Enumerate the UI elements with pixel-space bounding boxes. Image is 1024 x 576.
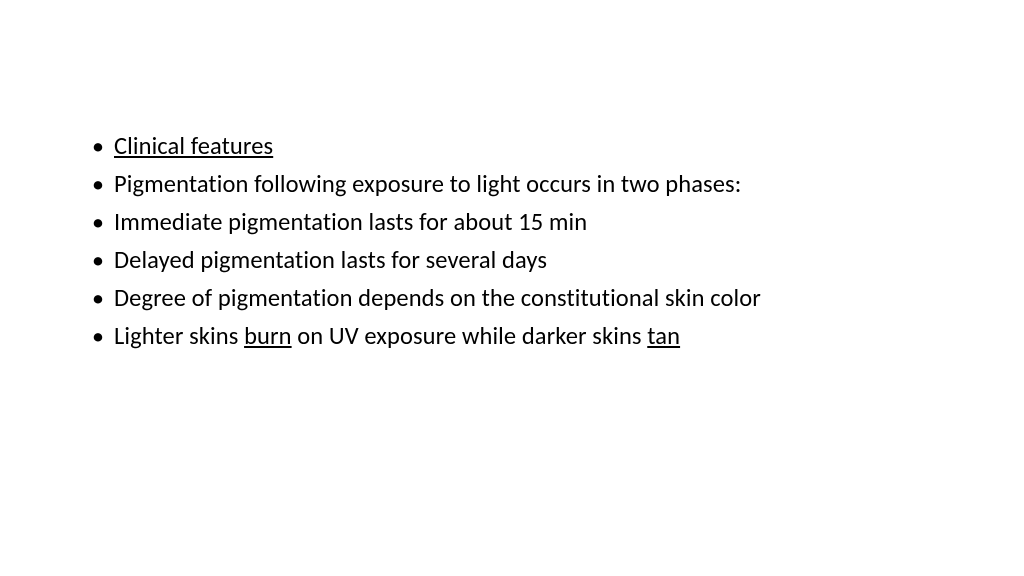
bullet-item: Lighter skins burn on UV exposure while … xyxy=(90,318,964,356)
slide-content: Clinical features Pigmentation following … xyxy=(0,0,1024,576)
text-segment: Degree of pigmentation depends on the co… xyxy=(114,283,761,313)
text-segment: Pigmentation following exposure to light… xyxy=(114,169,741,199)
text-segment: tan xyxy=(647,321,680,351)
bullet-item: Pigmentation following exposure to light… xyxy=(90,166,964,204)
bullet-list: Clinical features Pigmentation following … xyxy=(90,128,964,356)
text-segment: Immediate pigmentation lasts for about 1… xyxy=(114,207,587,237)
text-segment: Delayed pigmentation lasts for several d… xyxy=(114,245,547,275)
text-segment: Lighter skins xyxy=(114,321,244,351)
bullet-item: Degree of pigmentation depends on the co… xyxy=(90,280,964,318)
bullet-item: Immediate pigmentation lasts for about 1… xyxy=(90,204,964,242)
bullet-item: Delayed pigmentation lasts for several d… xyxy=(90,242,964,280)
text-segment: burn xyxy=(244,321,292,351)
text-segment: Clinical features xyxy=(114,131,273,161)
text-segment: on UV exposure while darker skins xyxy=(292,321,648,351)
bullet-item: Clinical features xyxy=(90,128,964,166)
